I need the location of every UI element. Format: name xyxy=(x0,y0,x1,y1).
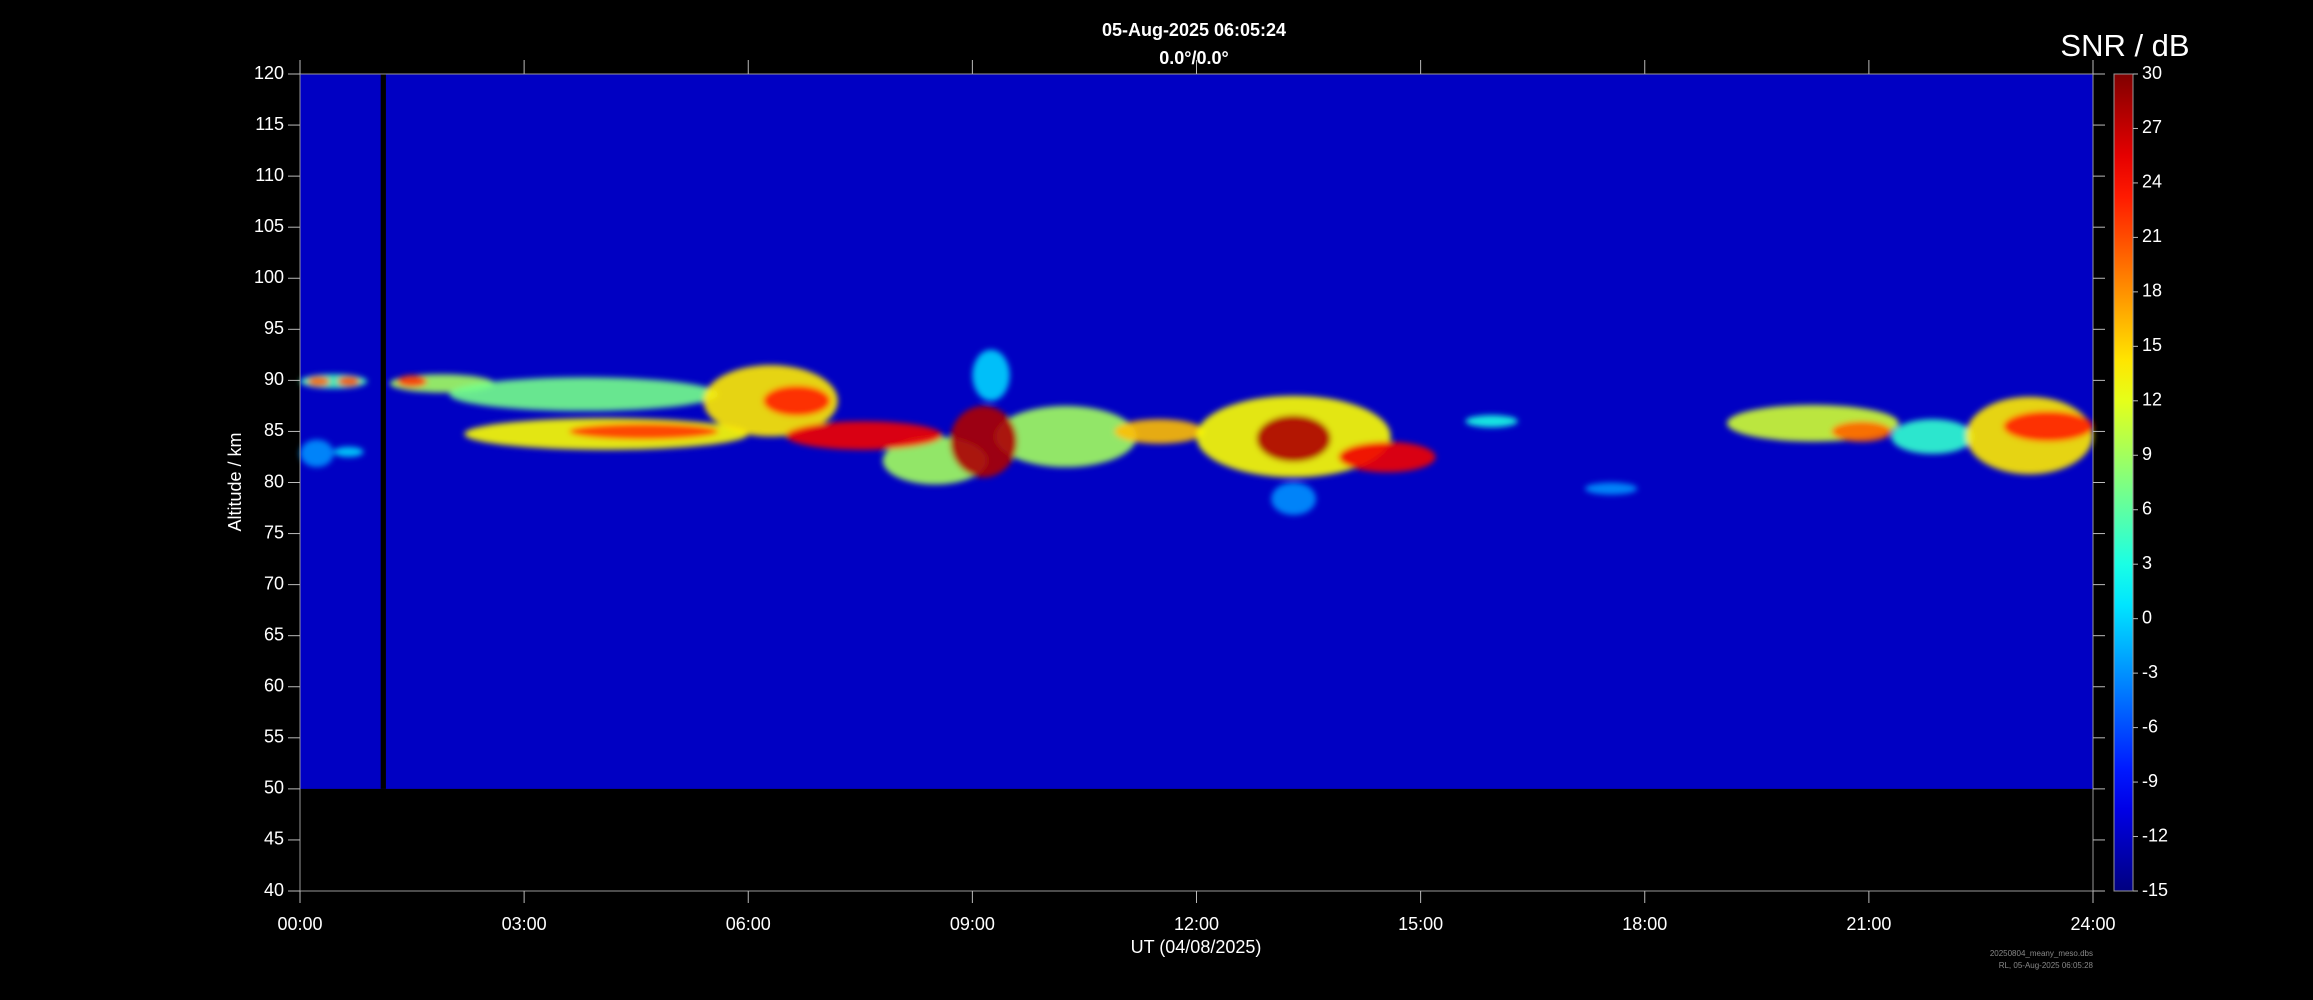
echo xyxy=(1584,482,1638,495)
colorbar-tick-label: -3 xyxy=(2142,662,2158,682)
chart-title: 05-Aug-2025 06:05:24 xyxy=(1102,20,1286,40)
y-tick-label: 100 xyxy=(254,267,284,287)
y-axis-label: Altitude / km xyxy=(225,432,245,531)
y-tick-label: 105 xyxy=(254,216,284,236)
echo xyxy=(972,349,1010,401)
colorbar-tick-label: 24 xyxy=(2142,172,2162,192)
colorbar-tick-label: -15 xyxy=(2142,880,2168,900)
colorbar-tick-label: 12 xyxy=(2142,390,2162,410)
echo xyxy=(2003,411,2093,442)
colorbar xyxy=(2113,73,2134,892)
echo xyxy=(763,385,831,417)
y-tick-label: 40 xyxy=(264,880,284,900)
echo xyxy=(568,423,719,440)
echo-layer xyxy=(300,349,2093,516)
x-tick-label: 09:00 xyxy=(950,914,995,934)
footer-file: 20250804_meany_meso.dbs xyxy=(1990,949,2093,958)
colorbar-tick-label: 15 xyxy=(2142,335,2162,355)
x-tick-label: 00:00 xyxy=(277,914,322,934)
echo xyxy=(949,405,1018,478)
y-tick-label: 75 xyxy=(264,522,284,542)
echo xyxy=(1256,415,1331,463)
x-tick-label: 06:00 xyxy=(726,914,771,934)
echo xyxy=(449,377,719,412)
colorbar-tick-label: 3 xyxy=(2142,553,2152,573)
plot-area xyxy=(300,74,2093,789)
echo xyxy=(1271,482,1317,516)
y-tick-label: 60 xyxy=(264,676,284,696)
echo xyxy=(300,439,334,468)
x-tick-label: 12:00 xyxy=(1174,914,1219,934)
echo xyxy=(1338,441,1436,473)
colorbar-label: SNR / dB xyxy=(2060,28,2189,63)
y-tick-label: 120 xyxy=(254,63,284,83)
echo xyxy=(397,375,428,388)
y-tick-label: 115 xyxy=(255,114,284,134)
y-tick-label: 50 xyxy=(264,778,284,798)
y-tick-label: 85 xyxy=(264,420,284,440)
colorbar-tick-label: 9 xyxy=(2142,444,2152,464)
echo xyxy=(1465,415,1518,428)
y-tick-label: 95 xyxy=(264,318,284,338)
colorbar-tick-label: 18 xyxy=(2142,281,2162,301)
echo xyxy=(1114,419,1204,444)
x-tick-label: 24:00 xyxy=(2070,914,2115,934)
colorbar-tick-label: -12 xyxy=(2142,825,2168,845)
colorbar-tick-label: -6 xyxy=(2142,716,2158,736)
echo xyxy=(785,421,943,450)
echo xyxy=(1831,421,1892,442)
data-gap xyxy=(380,74,386,789)
y-tick-label: 45 xyxy=(264,829,284,849)
echo xyxy=(337,376,360,387)
y-tick-label: 110 xyxy=(255,165,284,185)
x-axis-label: UT (04/08/2025) xyxy=(1131,937,1262,957)
x-tick-label: 15:00 xyxy=(1398,914,1443,934)
echo xyxy=(333,446,364,457)
colorbar-tick-label: 21 xyxy=(2142,226,2162,246)
y-tick-label: 70 xyxy=(264,573,284,593)
y-tick-label: 90 xyxy=(264,369,284,389)
colorbar-tick-label: 6 xyxy=(2142,498,2152,518)
echo xyxy=(1891,419,1974,454)
echo xyxy=(307,376,330,387)
colorbar-tick-label: 30 xyxy=(2142,63,2162,83)
colorbar-tick-label: -9 xyxy=(2142,771,2158,791)
echo xyxy=(994,405,1137,468)
colorbar-tick-label: 0 xyxy=(2142,607,2152,627)
x-tick-label: 03:00 xyxy=(502,914,547,934)
x-tick-label: 18:00 xyxy=(1622,914,1667,934)
x-tick-label: 21:00 xyxy=(1846,914,1891,934)
footer-run: RL, 05-Aug-2025 06:05:28 xyxy=(1999,961,2094,970)
y-tick-label: 65 xyxy=(264,624,284,644)
y-tick-label: 80 xyxy=(264,471,284,491)
colorbar-tick-label: 27 xyxy=(2142,117,2162,137)
y-tick-label: 55 xyxy=(264,727,284,747)
chart-subtitle: 0.0°/0.0° xyxy=(1159,48,1228,68)
